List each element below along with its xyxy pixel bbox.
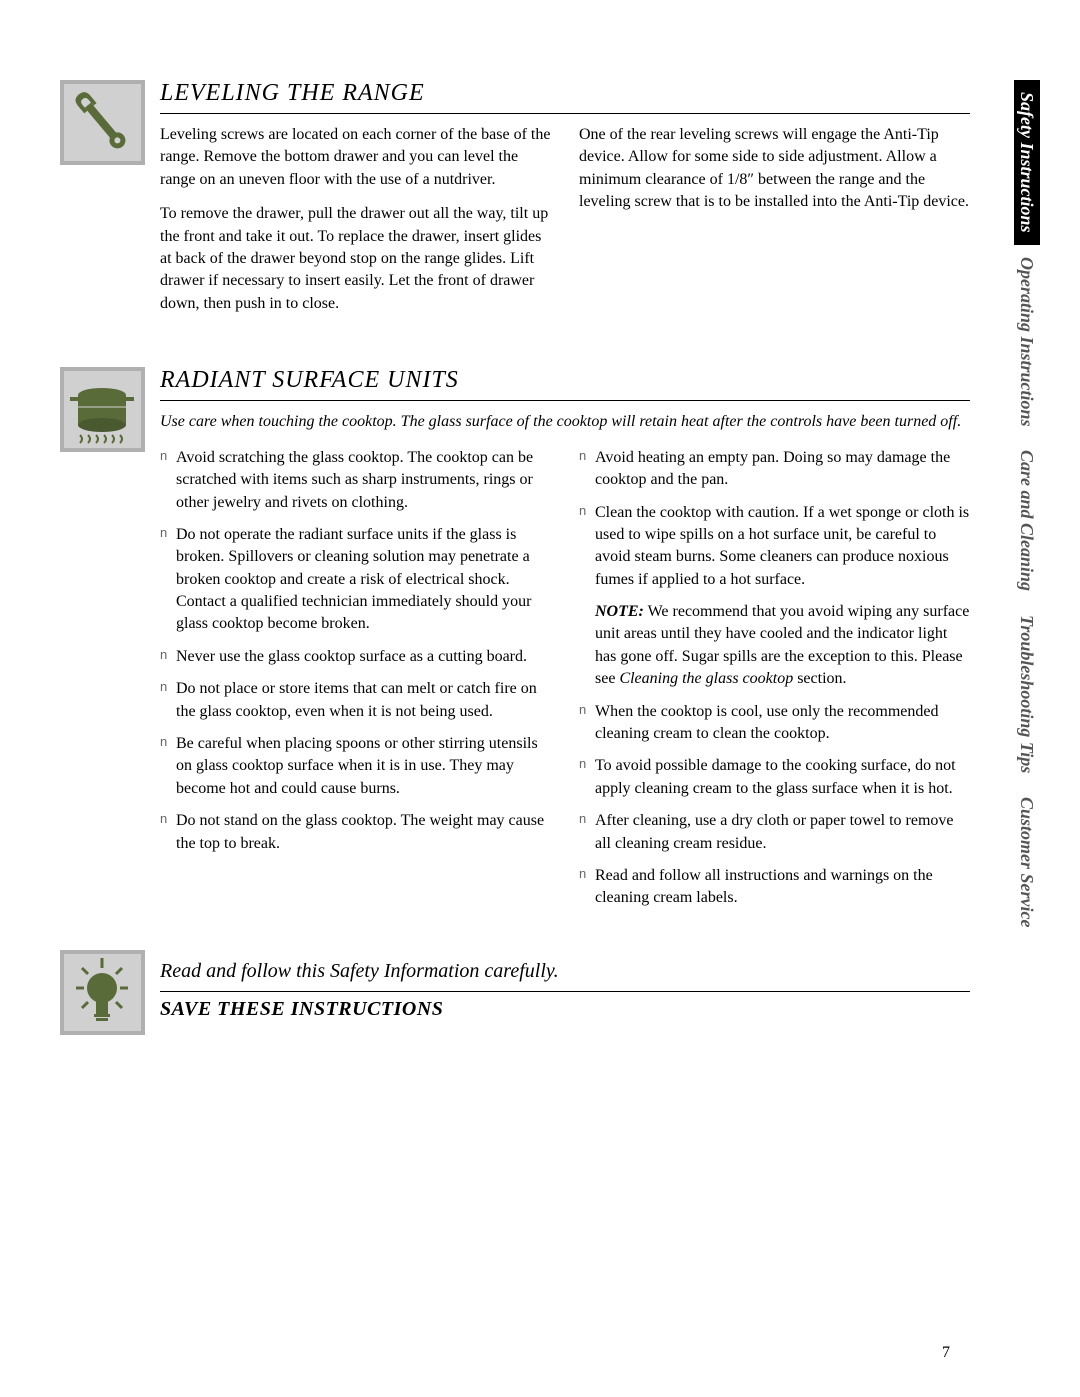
list-item: Never use the glass cooktop surface as a…	[160, 646, 551, 668]
body-text: To remove the drawer, pull the drawer ou…	[160, 203, 551, 315]
tab-care[interactable]: Care and Cleaning	[1014, 438, 1040, 603]
section-warning-note: Use care when touching the cooktop. The …	[160, 411, 970, 433]
section-title-leveling: LEVELING THE RANGE	[160, 80, 970, 114]
leveling-col1: Leveling screws are located on each corn…	[160, 124, 551, 327]
section-leveling: LEVELING THE RANGE Leveling screws are l…	[160, 80, 970, 327]
pot-icon	[60, 367, 145, 452]
list-item: Do not stand on the glass cooktop. The w…	[160, 810, 551, 855]
note-label: NOTE:	[595, 603, 644, 620]
list-item: After cleaning, use a dry cloth or paper…	[579, 810, 970, 855]
radiant-col2: Avoid heating an empty pan. Doing so may…	[579, 447, 970, 920]
page-content: LEVELING THE RANGE Leveling screws are l…	[160, 80, 970, 1021]
body-text: One of the rear leveling screws will eng…	[579, 124, 970, 214]
lightbulb-icon	[60, 950, 145, 1035]
section-title-radiant: RADIANT SURFACE UNITS	[160, 367, 970, 401]
list-item: Read and follow all instructions and war…	[579, 865, 970, 910]
leveling-col2: One of the rear leveling screws will eng…	[579, 124, 970, 327]
list-item: Do not place or store items that can mel…	[160, 678, 551, 723]
list-item: When the cooktop is cool, use only the r…	[579, 701, 970, 746]
body-text: Leveling screws are located on each corn…	[160, 124, 551, 191]
list-item: Avoid heating an empty pan. Doing so may…	[579, 447, 970, 492]
wrench-icon	[60, 80, 145, 165]
note-paragraph: NOTE: We recommend that you avoid wiping…	[579, 601, 970, 691]
radiant-col1: Avoid scratching the glass cooktop. The …	[160, 447, 551, 920]
side-tab-nav: Safety Instructions Operating Instructio…	[1014, 80, 1040, 940]
list-item: Clean the cooktop with caution. If a wet…	[579, 502, 970, 592]
tab-troubleshooting[interactable]: Troubleshooting Tips	[1014, 603, 1040, 785]
section-radiant: RADIANT SURFACE UNITS Use care when touc…	[160, 367, 970, 920]
footer-section: Read and follow this Safety Information …	[160, 960, 970, 1021]
tab-customer[interactable]: Customer Service	[1014, 785, 1040, 940]
footer-save: SAVE THESE INSTRUCTIONS	[160, 998, 970, 1021]
list-item: Be careful when placing spoons or other …	[160, 733, 551, 800]
list-item: To avoid possible damage to the cooking …	[579, 755, 970, 800]
footer-instruction: Read and follow this Safety Information …	[160, 960, 970, 992]
list-item: Do not operate the radiant surface units…	[160, 524, 551, 636]
tab-operating[interactable]: Operating Instructions	[1014, 245, 1040, 439]
list-item: Avoid scratching the glass cooktop. The …	[160, 447, 551, 514]
page-number: 7	[942, 1344, 950, 1362]
tab-safety[interactable]: Safety Instructions	[1014, 80, 1040, 245]
note-tail: section.	[793, 670, 846, 687]
note-ref: Cleaning the glass cooktop	[619, 670, 793, 687]
